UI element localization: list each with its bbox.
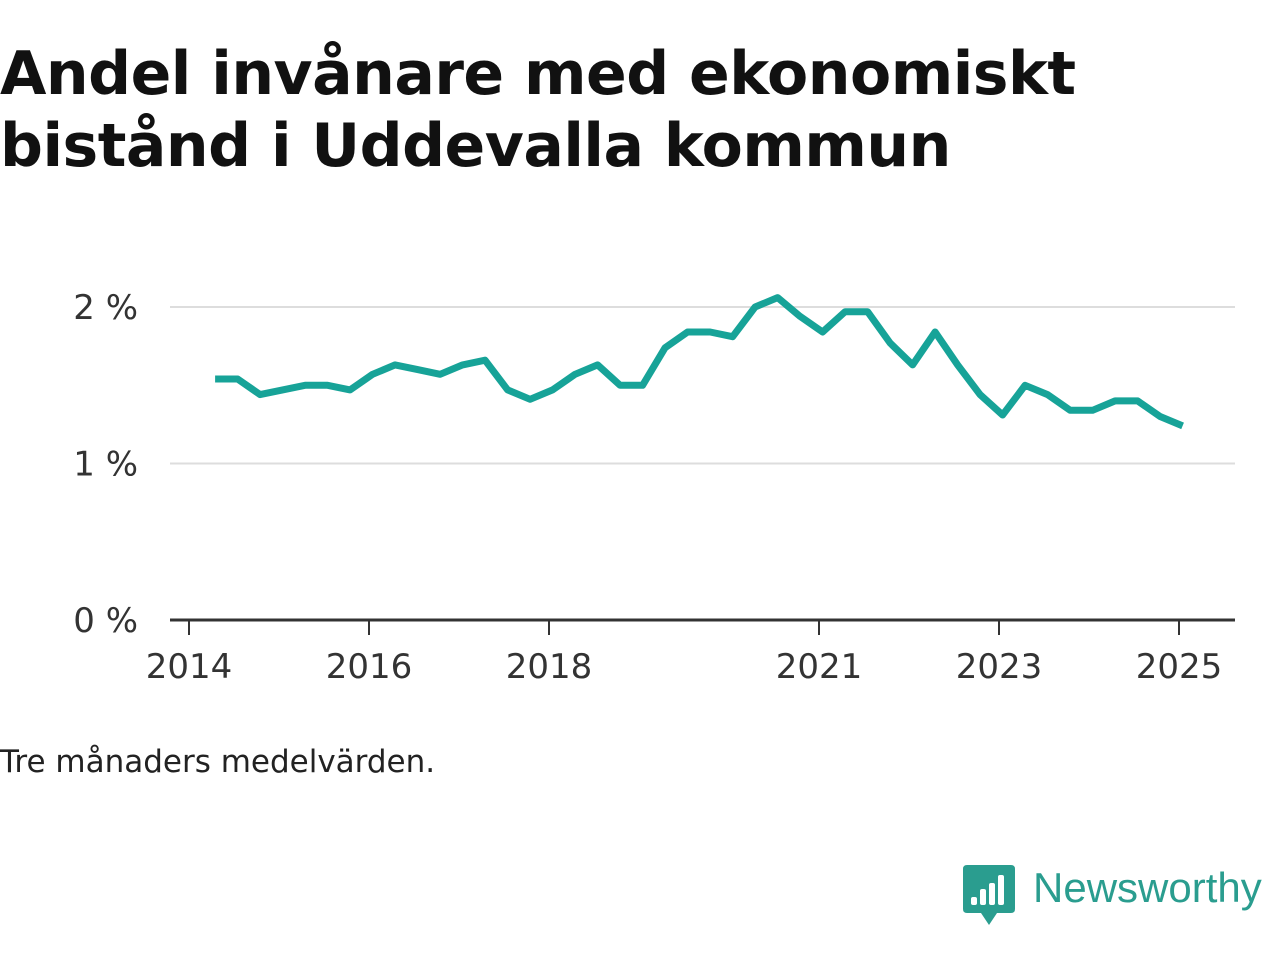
brand-name: Newsworthy (1033, 864, 1262, 911)
y-axis-labels: 0 % 1 % 2 % (73, 288, 138, 641)
series-line (215, 294, 1184, 430)
x-tick-label: 2021 (776, 647, 863, 687)
x-tick-label: 2025 (1136, 647, 1223, 687)
x-tick-label: 2018 (506, 647, 593, 687)
y-tick-label: 1 % (73, 445, 138, 485)
x-tick-label: 2016 (326, 647, 413, 687)
y-tick-label: 2 % (73, 288, 138, 328)
chart-title: Andel invånare med ekonomiskt bistånd i … (0, 39, 1076, 181)
x-tick-label: 2014 (146, 647, 233, 687)
y-tick-label: 0 % (73, 601, 138, 641)
x-axis-labels: 2014 2016 2018 2021 2023 2025 (146, 647, 1223, 687)
newsworthy-logo-icon (963, 865, 1015, 925)
x-axis-ticks (188, 620, 1180, 635)
chart-caption: Tre månaders medelvärden. (0, 744, 436, 780)
x-tick-label: 2023 (956, 647, 1043, 687)
y-grid (170, 306, 1235, 465)
